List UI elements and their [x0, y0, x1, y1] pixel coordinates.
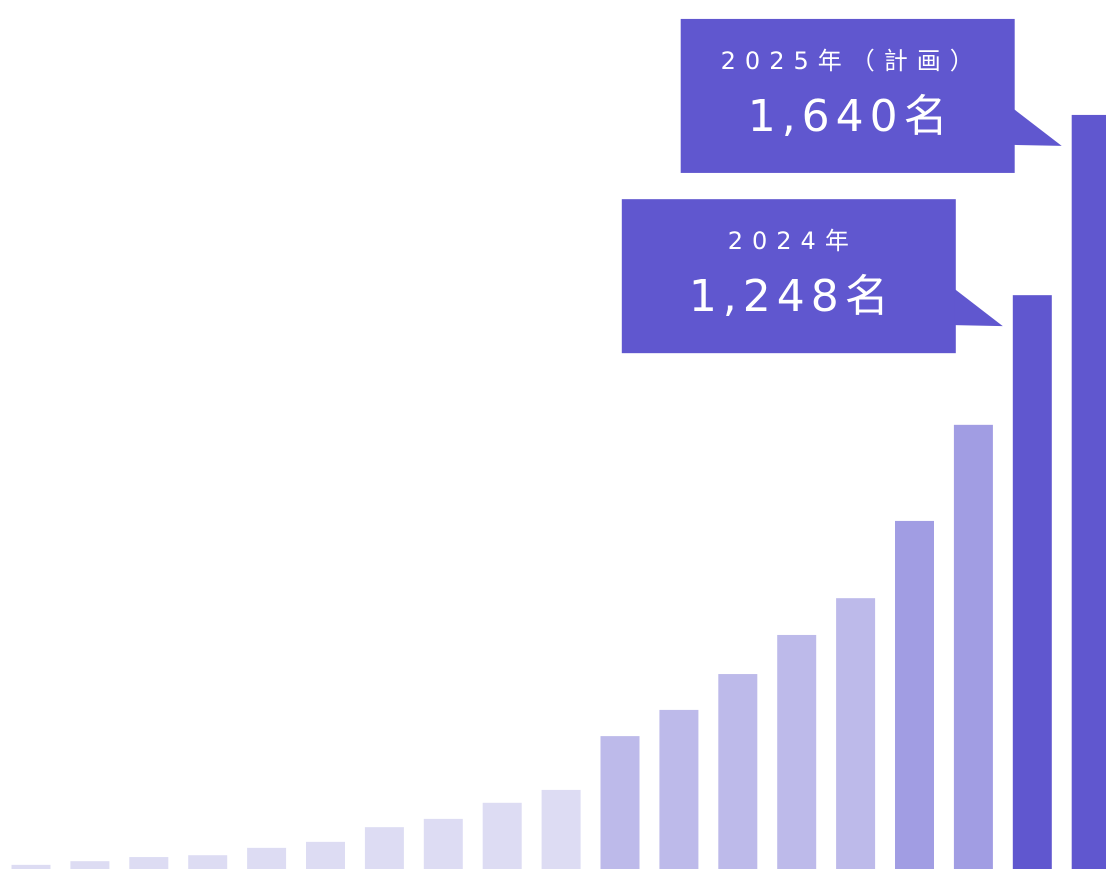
callout-year: 2024年: [728, 227, 858, 255]
bar: [600, 736, 640, 869]
callout-value: 1,248名: [689, 271, 895, 322]
bar: [129, 857, 169, 869]
bar: [1012, 295, 1052, 869]
bar: [836, 598, 876, 869]
bar: [188, 855, 228, 869]
bar: [423, 818, 463, 869]
callout-box: [621, 199, 956, 354]
callout-year: 2025年（計画）: [721, 47, 983, 75]
bar: [718, 674, 758, 869]
callout-box: [680, 18, 1015, 173]
bar: [306, 841, 345, 869]
bar: [953, 424, 993, 869]
bar: [364, 827, 404, 869]
bar: [482, 802, 522, 869]
callout-pointer: [954, 289, 1003, 327]
bar: [11, 864, 51, 869]
bar: [659, 709, 699, 869]
bar: [777, 634, 817, 869]
bar: [541, 789, 581, 869]
callout-value: 1,640名: [748, 91, 954, 142]
bar: [1071, 114, 1106, 869]
bar: [247, 847, 287, 869]
bar: [70, 861, 110, 869]
bar: [895, 520, 934, 869]
callout-pointer: [1013, 108, 1062, 146]
